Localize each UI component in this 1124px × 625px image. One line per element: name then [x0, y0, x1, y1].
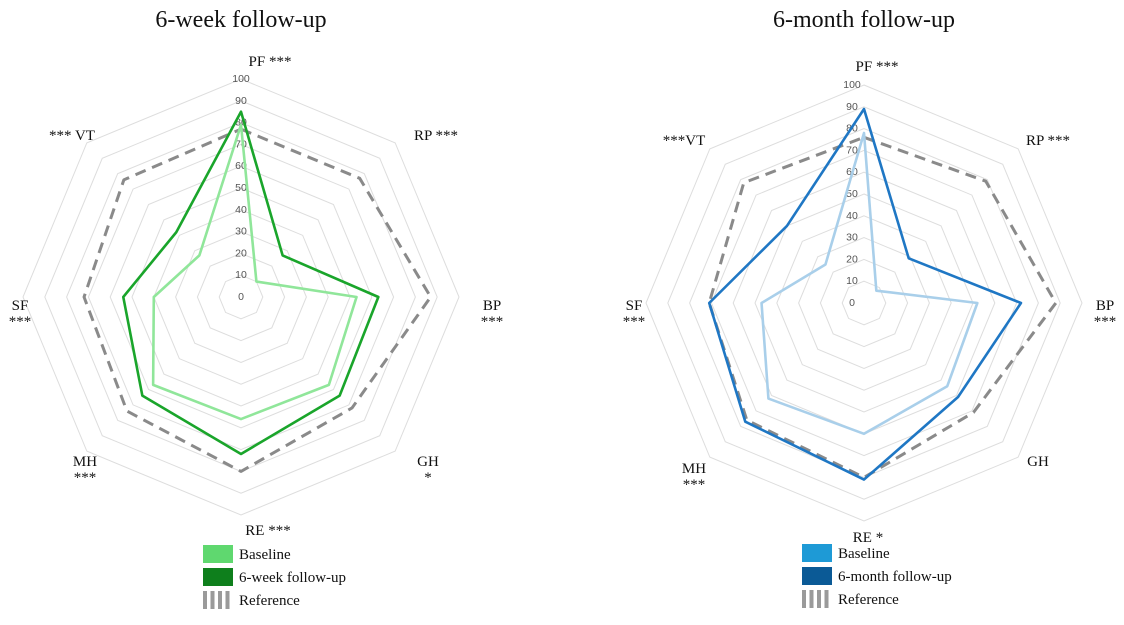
axis-label: RE *: [853, 530, 883, 546]
axis-label: PF ***: [856, 59, 899, 75]
grid-ring: [798, 237, 930, 369]
grid-ring: [218, 274, 264, 320]
legend-label: 6-week follow-up: [239, 570, 346, 586]
axis-label-significance: ***: [623, 314, 646, 330]
axis-label-significance: ***: [1094, 314, 1117, 330]
tick-label: 70: [846, 144, 858, 156]
tick-label: 60: [235, 160, 247, 172]
legend-swatch-reference: [225, 591, 230, 609]
tick-label: 100: [843, 79, 861, 91]
axis-label-significance: ***: [74, 470, 97, 486]
radar-chart-2: 6-month follow-up0102030405060708090100P…: [623, 7, 1117, 608]
grid-ring: [689, 128, 1039, 478]
tick-label: 20: [235, 247, 247, 259]
axis-label: RP ***: [414, 128, 458, 144]
series-baseline: [760, 131, 979, 436]
axis-label: MH: [682, 461, 706, 477]
tick-label: 30: [846, 232, 858, 244]
tick-label: 0: [238, 291, 244, 303]
tick-label: 50: [846, 188, 858, 200]
series-6-week-follow-up: [121, 110, 380, 456]
tick-label: 10: [846, 275, 858, 287]
tick-label: 0: [849, 297, 855, 309]
tick-label: 70: [235, 138, 247, 150]
grid-ring: [667, 106, 1061, 500]
chart-title: 6-week follow-up: [155, 7, 326, 33]
legend-swatch-reference: [809, 590, 814, 608]
tick-label: 10: [235, 269, 247, 281]
axis-label-significance: ***: [9, 314, 32, 330]
tick-label: 80: [235, 117, 247, 129]
legend-label: Reference: [239, 593, 300, 609]
axis-label: BP: [483, 298, 501, 314]
grid-ring: [109, 165, 373, 429]
grid-ring: [196, 252, 286, 342]
axis-label: RE ***: [245, 523, 290, 539]
axis-label: SF: [626, 298, 643, 314]
grid-ring: [44, 100, 438, 494]
series-baseline: [151, 123, 358, 421]
axis-label: GH: [417, 454, 439, 470]
legend-swatch: [203, 545, 233, 563]
grid-ring: [710, 149, 1018, 457]
axis-label: BP: [1096, 298, 1114, 314]
legend-label: Reference: [838, 592, 899, 608]
grid-ring: [776, 215, 952, 391]
grid-ring: [22, 78, 460, 516]
series-reference: [707, 135, 1058, 479]
grid-ring: [819, 258, 909, 348]
legend-swatch-reference: [824, 590, 829, 608]
tick-label: 50: [235, 182, 247, 194]
grid-ring: [645, 84, 1083, 522]
axis-label-significance: *: [424, 470, 432, 486]
axis-label: SF: [12, 298, 29, 314]
tick-label: 40: [235, 204, 247, 216]
axis-label: PF ***: [249, 54, 292, 70]
grid-ring: [754, 193, 974, 413]
axis-label: MH: [73, 454, 97, 470]
axis-label: RP ***: [1026, 133, 1070, 149]
tick-label: 40: [846, 210, 858, 222]
chart-title: 6-month follow-up: [773, 7, 955, 33]
legend-swatch: [802, 567, 832, 585]
tick-label: 90: [846, 101, 858, 113]
axis-label: ***VT: [663, 133, 706, 149]
grid-ring: [153, 209, 329, 385]
tick-label: 100: [232, 73, 250, 85]
series-6-month-follow-up: [707, 107, 1023, 481]
axis-label: GH: [1027, 454, 1049, 470]
legend-label: Baseline: [239, 547, 291, 563]
legend-label: 6-month follow-up: [838, 569, 952, 585]
tick-label: 30: [235, 226, 247, 238]
legend-swatch-reference: [817, 590, 821, 608]
legend-swatch-reference: [802, 590, 806, 608]
axis-label: *** VT: [49, 128, 95, 144]
axis-label-significance: ***: [481, 314, 504, 330]
grid-ring: [841, 280, 887, 326]
axis-label-significance: ***: [683, 477, 706, 493]
grid-ring: [732, 171, 996, 435]
legend-swatch-reference: [210, 591, 215, 609]
series-reference: [82, 127, 433, 473]
tick-label: 90: [235, 95, 247, 107]
legend-swatch: [203, 568, 233, 586]
tick-label: 20: [846, 253, 858, 265]
grid-ring: [87, 143, 395, 451]
grid-ring: [131, 187, 351, 407]
radar-chart-1: 6-week follow-up 0 10 20 30 40 50 60 70 80 90 100 PF…: [9, 7, 504, 609]
legend-swatch: [802, 544, 832, 562]
legend-swatch-reference: [218, 591, 222, 609]
legend-swatch-reference: [203, 591, 207, 609]
legend-label: Baseline: [838, 546, 890, 562]
